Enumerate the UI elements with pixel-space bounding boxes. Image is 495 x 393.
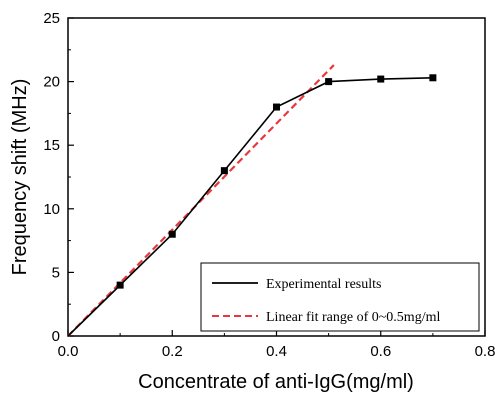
y-tick-label: 15 <box>43 137 60 154</box>
series-line-linear-fit <box>67 64 335 337</box>
x-tick-label: 0.8 <box>475 343 495 360</box>
data-point-experimental <box>429 74 437 82</box>
data-point-experimental <box>220 167 228 175</box>
x-tick-label: 0.6 <box>370 343 391 360</box>
legend: Experimental results Linear fit range of… <box>200 262 480 332</box>
legend-label-experimental: Experimental results <box>266 277 381 292</box>
data-point-experimental <box>377 75 385 83</box>
y-tick-label: 10 <box>43 201 60 218</box>
x-tick-label: 0.0 <box>58 343 79 360</box>
x-tick-label: 0.4 <box>266 343 287 360</box>
y-tick-label: 20 <box>43 74 60 91</box>
series-line-experimental <box>67 76 433 337</box>
y-tick-label: 5 <box>52 264 60 281</box>
y-tick-label: 25 <box>43 10 60 27</box>
data-point-experimental <box>116 281 124 289</box>
x-tick-label: 0.2 <box>162 343 183 360</box>
series-layer <box>67 64 437 337</box>
y-axis-ticks: 0 5 10 15 20 25 <box>43 10 74 345</box>
legend-box <box>200 262 480 332</box>
data-point-experimental <box>168 230 176 238</box>
y-axis-title: Frequency shift (MHz) <box>9 79 31 276</box>
x-axis-ticks: 0.0 0.2 0.4 0.6 0.8 <box>58 330 495 360</box>
data-point-experimental <box>273 103 280 111</box>
y-tick-label: 0 <box>52 328 60 345</box>
legend-label-linear-fit: Linear fit range of 0~0.5mg/ml <box>266 310 440 325</box>
x-axis-title: Concentrate of anti-IgG(mg/ml) <box>138 371 414 393</box>
data-point-experimental <box>325 78 333 86</box>
